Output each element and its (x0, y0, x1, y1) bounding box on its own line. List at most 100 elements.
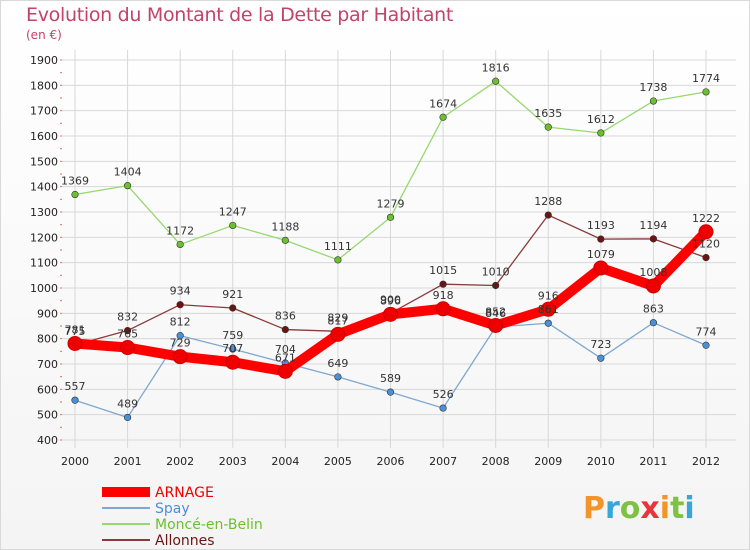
y-tick-label: 1800 (30, 79, 58, 92)
y-tick-label: 700 (37, 358, 58, 371)
legend-entry: Moncé-en-Belin (155, 517, 263, 533)
data-point (439, 404, 447, 412)
x-tick-label: 2012 (692, 455, 720, 468)
data-point (225, 354, 241, 370)
data-label: 934 (170, 285, 191, 298)
logo-letter: i (660, 491, 670, 526)
data-label: 1738 (639, 81, 667, 94)
logo-letter: P (583, 491, 605, 526)
data-label: 1816 (482, 61, 510, 74)
x-tick-label: 2006 (377, 455, 405, 468)
data-point (176, 301, 184, 309)
data-label: 852 (485, 305, 506, 318)
data-point (229, 345, 237, 353)
y-tick-label: 1300 (30, 206, 58, 219)
data-point (702, 254, 710, 262)
data-label: 1079 (587, 248, 615, 261)
data-point (540, 301, 556, 317)
data-label: 829 (327, 311, 348, 324)
data-point (645, 278, 661, 294)
data-label: 723 (590, 338, 611, 351)
data-point (702, 88, 710, 96)
y-tick-label: 1000 (30, 282, 58, 295)
y-tick-label: 1600 (30, 130, 58, 143)
data-label: 1222 (692, 212, 720, 225)
data-label: 774 (696, 325, 717, 338)
data-label: 1111 (324, 240, 352, 253)
data-label: 836 (275, 310, 296, 323)
data-label: 1194 (639, 219, 667, 232)
data-label: 526 (433, 388, 454, 401)
data-label: 832 (117, 311, 138, 324)
data-point (597, 129, 605, 137)
y-tick-label: 800 (37, 333, 58, 346)
y-tick-label: 1400 (30, 181, 58, 194)
x-tick-label: 2007 (429, 455, 457, 468)
data-point (544, 211, 552, 219)
data-point (492, 77, 500, 85)
axes: 400 500 600 700 800 900 1000 1100 1200 1300 1400 15… (30, 54, 720, 468)
x-tick-label: 2005 (324, 455, 352, 468)
data-label: 1612 (587, 113, 615, 126)
data-label: 812 (170, 316, 191, 329)
data-point (593, 260, 609, 276)
x-tick-label: 2000 (61, 455, 89, 468)
data-label: 1774 (692, 72, 720, 85)
x-tick-label: 2008 (482, 455, 510, 468)
data-label: 765 (117, 328, 138, 341)
data-point (597, 354, 605, 362)
data-label: 916 (538, 289, 559, 302)
data-point (386, 388, 395, 396)
data-label: 1635 (534, 107, 562, 120)
data-label: 759 (222, 329, 243, 342)
data-point (120, 340, 136, 356)
data-point (649, 319, 658, 327)
x-tick-label: 2011 (639, 455, 667, 468)
data-label: 589 (380, 372, 401, 385)
logo-wordmark: Proxiti (583, 491, 695, 526)
y-tick-label: 600 (37, 383, 58, 396)
y-tick-label: 500 (37, 409, 58, 422)
data-label: 1010 (482, 265, 510, 278)
data-point (123, 182, 132, 190)
data-label: 1247 (219, 205, 247, 218)
x-tick-label: 2001 (114, 455, 142, 468)
data-label: 649 (327, 357, 348, 370)
data-point (229, 221, 237, 230)
data-point (123, 326, 132, 335)
x-tick-label: 2010 (587, 455, 615, 468)
data-point (649, 97, 658, 105)
data-point (439, 113, 447, 121)
data-label: 781 (65, 323, 86, 336)
y-tick-label: 1500 (30, 155, 58, 168)
data-label: 729 (170, 337, 191, 350)
legend-entry: Allonnes (155, 533, 215, 549)
data-label: 1172 (166, 224, 194, 237)
data-point (172, 349, 188, 365)
x-tick-label: 2003 (219, 455, 247, 468)
data-label: 900 (380, 293, 401, 306)
y-tick-label: 1700 (30, 105, 58, 118)
data-point (702, 341, 710, 349)
data-point (281, 236, 289, 244)
data-point (67, 335, 83, 351)
data-point (334, 373, 342, 381)
data-point (71, 396, 79, 404)
logo-letter: t (670, 491, 684, 526)
logo-letter: x (640, 491, 659, 526)
data-label: 671 (275, 351, 296, 364)
data-label: 1015 (429, 264, 457, 277)
data-point (492, 281, 500, 290)
x-tick-label: 2009 (534, 455, 562, 468)
chart-unit: (en €) (26, 28, 62, 42)
data-label: 1404 (114, 166, 142, 179)
x-tick-label: 2002 (166, 455, 194, 468)
data-label: 846 (485, 307, 506, 320)
data-point (334, 256, 342, 264)
grid (62, 50, 736, 448)
data-point (330, 326, 346, 342)
logo-letter: r (605, 491, 620, 526)
data-point (544, 319, 552, 327)
